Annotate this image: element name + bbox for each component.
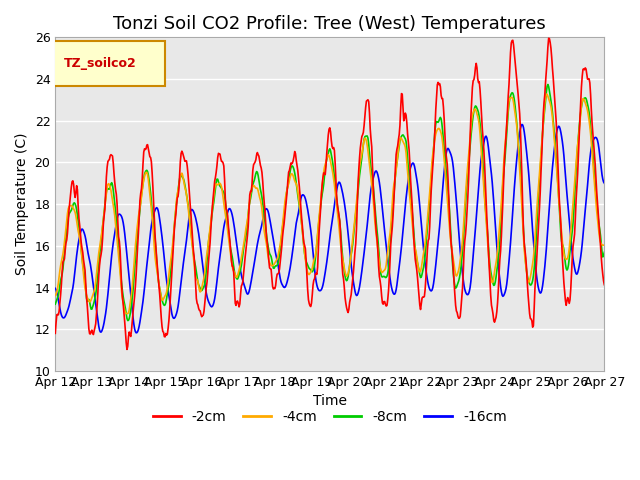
-16cm (173, 311, 180, 316)
Legend: -2cm, -4cm, -8cm, -16cm: -2cm, -4cm, -8cm, -16cm (147, 404, 512, 429)
-16cm (376, 180, 383, 185)
-8cm (322, 160, 330, 166)
-8cm (196, 285, 204, 291)
-4cm (173, 197, 180, 203)
Line: -2cm: -2cm (55, 38, 604, 349)
-4cm (543, 91, 550, 97)
Line: -8cm: -8cm (55, 84, 604, 321)
-16cm (132, 330, 140, 336)
-2cm (173, 203, 180, 208)
FancyBboxPatch shape (52, 41, 165, 86)
-8cm (173, 200, 180, 206)
-16cm (51, 286, 59, 291)
-2cm (545, 36, 552, 41)
-2cm (552, 108, 559, 113)
-2cm (196, 308, 204, 313)
-2cm (600, 282, 608, 288)
-16cm (429, 281, 437, 287)
-4cm (196, 289, 204, 295)
-4cm (51, 293, 59, 299)
-16cm (518, 121, 526, 127)
-8cm (376, 255, 383, 261)
-2cm (376, 274, 383, 279)
-16cm (196, 242, 204, 248)
-2cm (123, 347, 131, 352)
-16cm (322, 264, 330, 270)
-2cm (322, 163, 330, 168)
-8cm (124, 318, 132, 324)
Y-axis label: Soil Temperature (C): Soil Temperature (C) (15, 133, 29, 276)
-4cm (600, 242, 608, 248)
-2cm (429, 154, 437, 159)
-8cm (544, 82, 552, 87)
-4cm (322, 159, 330, 165)
-8cm (429, 147, 437, 153)
X-axis label: Time: Time (313, 395, 347, 408)
-4cm (429, 145, 437, 151)
-16cm (600, 180, 608, 186)
-16cm (552, 136, 559, 142)
Text: TZ_soilco2: TZ_soilco2 (63, 57, 136, 70)
Line: -16cm: -16cm (55, 124, 604, 333)
Line: -4cm: -4cm (55, 94, 604, 313)
Title: Tonzi Soil CO2 Profile: Tree (West) Temperatures: Tonzi Soil CO2 Profile: Tree (West) Temp… (113, 15, 546, 33)
-8cm (51, 301, 59, 307)
-8cm (552, 145, 559, 151)
-4cm (376, 259, 383, 265)
-4cm (124, 311, 132, 316)
-4cm (552, 152, 559, 157)
-2cm (51, 331, 59, 336)
-8cm (600, 250, 608, 255)
